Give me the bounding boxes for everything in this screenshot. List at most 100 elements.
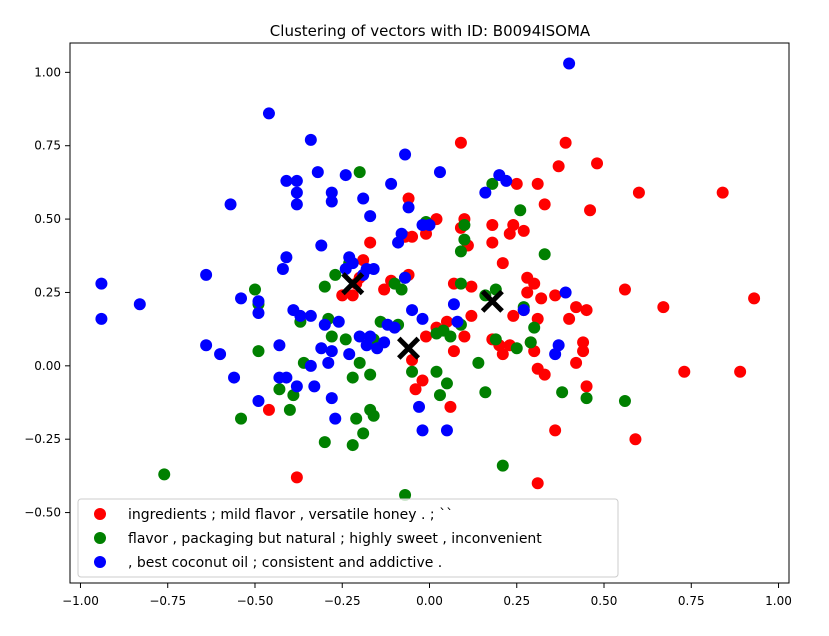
data-point-series-3 [339,262,352,275]
data-point-series-3 [332,315,345,328]
data-point-series-2 [454,277,467,290]
data-point-series-3 [447,298,460,311]
data-point-series-3 [399,148,412,161]
data-point-series-2 [283,403,296,416]
data-point-series-1 [510,177,523,190]
centroid-marker [397,336,421,360]
data-point-series-3 [339,169,352,182]
y-axis: −0.50 −0.25 0.00 0.25 0.50 0.75 1.00 [24,65,70,520]
data-point-series-1 [503,227,516,240]
legend-label-series-2: flavor , packaging but natural ; highly … [128,531,542,547]
legend: ingredients ; mild flavor , versatile ho… [77,498,619,578]
data-point-series-2 [325,330,338,343]
data-point-series-3 [276,262,289,275]
data-point-series-3 [416,424,429,437]
data-point-series-2 [346,439,359,452]
data-point-series-1 [570,356,583,369]
data-point-series-2 [538,248,551,261]
data-point-series-2 [353,166,366,179]
data-point-series-1 [577,336,590,349]
data-point-series-3 [353,330,366,343]
data-point-series-1 [486,218,499,231]
data-point-series-1 [580,380,593,393]
data-point-series-1 [465,309,478,322]
data-point-series-3 [280,251,293,264]
data-point-series-3 [304,133,317,146]
y-tick-label: −0.25 [24,432,61,446]
data-point-series-1 [454,136,467,149]
y-tick-label: −0.50 [24,506,61,520]
data-point-series-2 [346,371,359,384]
data-point-series-2 [357,427,370,440]
data-point-series-2 [489,333,502,346]
x-tick-label: 0.50 [591,594,618,608]
data-point-series-2 [433,389,446,402]
data-point-series-2 [318,436,331,449]
data-point-series-2 [367,409,380,422]
data-point-series-3 [325,195,338,208]
data-point-series-3 [416,312,429,325]
data-point-series-2 [486,177,499,190]
data-point-series-3 [315,239,328,252]
data-point-series-3 [517,304,530,317]
data-point-series-2 [444,330,457,343]
y-tick-label: 0.50 [34,212,61,226]
chart-title: Clustering of vectors with ID: B0094ISOM… [270,22,591,40]
data-point-series-2 [273,383,286,396]
data-point-series-3 [549,348,562,361]
data-point-series-1 [535,292,548,305]
data-point-series-3 [325,186,338,199]
data-point-series-3 [433,166,446,179]
data-point-series-2 [556,386,569,399]
data-point-series-2 [364,368,377,381]
data-point-series-1 [577,345,590,358]
data-point-series-3 [273,339,286,352]
data-point-series-3 [280,371,293,384]
x-tick-label: 1.00 [765,594,792,608]
data-point-series-1 [496,257,509,270]
data-point-series-3 [318,318,331,331]
data-point-series-2 [395,283,408,296]
data-point-series-2 [458,218,471,231]
data-point-series-3 [214,348,227,361]
data-point-series-3 [325,345,338,358]
data-point-series-3 [290,186,303,199]
y-tick-label: 0.00 [34,359,61,373]
data-point-series-3 [367,262,380,275]
data-point-series-1 [570,301,583,314]
x-tick-label: 0.25 [503,594,530,608]
data-point-series-1 [364,236,377,249]
x-axis: −1.00 −0.75 −0.50 −0.25 0.00 0.25 0.50 0.75 1.00 [62,583,792,608]
data-point-series-1 [580,304,593,317]
data-point-series-2 [440,377,453,390]
legend-label-series-1: ingredients ; mild flavor , versatile ho… [128,507,453,523]
data-point-series-1 [507,309,520,322]
data-point-series-1 [378,283,391,296]
data-point-series-2 [430,365,443,378]
data-point-series-1 [734,365,747,378]
data-point-series-2 [339,333,352,346]
data-point-series-3 [402,201,415,214]
data-point-series-3 [294,309,307,322]
data-point-series-1 [678,365,691,378]
data-point-series-1 [458,330,471,343]
y-tick-label: 0.25 [34,285,61,299]
x-tick-label: 0.00 [416,594,443,608]
data-point-series-3 [304,309,317,322]
data-point-series-3 [308,380,321,393]
data-point-series-3 [304,359,317,372]
x-tick-label: −0.25 [324,594,361,608]
data-point-series-3 [413,400,426,413]
data-point-series-1 [416,374,429,387]
data-point-series-2 [479,386,492,399]
data-point-series-1 [559,136,572,149]
data-point-series-3 [451,315,464,328]
data-point-series-1 [591,157,604,170]
data-point-series-3 [440,424,453,437]
data-point-series-3 [423,218,436,231]
data-point-series-1 [521,286,534,299]
data-point-series-3 [343,348,356,361]
x-tick-label: −0.75 [149,594,186,608]
data-point-series-2 [235,412,248,425]
data-point-series-2 [496,459,509,472]
